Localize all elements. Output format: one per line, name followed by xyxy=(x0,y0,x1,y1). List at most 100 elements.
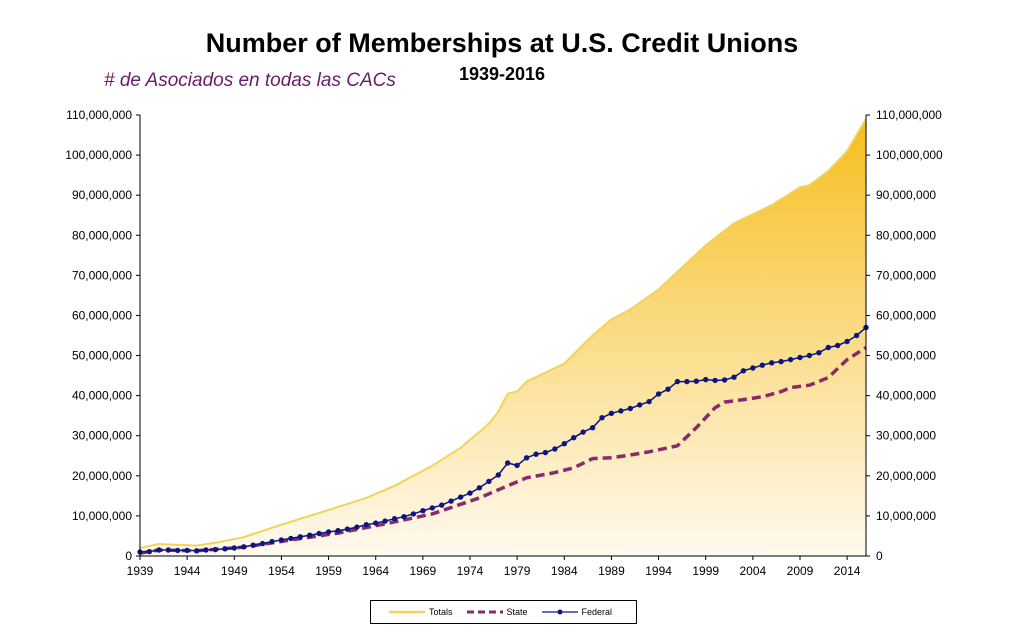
federal-point xyxy=(505,460,511,466)
federal-point xyxy=(825,344,831,351)
federal-point xyxy=(401,514,407,520)
federal-point xyxy=(853,332,860,339)
federal-point xyxy=(618,408,624,414)
x-tick-label: 1939 xyxy=(127,564,154,578)
totals-line xyxy=(139,118,867,549)
federal-point xyxy=(759,362,765,368)
federal-point xyxy=(627,405,633,412)
x-tick-label: 1964 xyxy=(362,564,389,578)
federal-point xyxy=(259,540,266,547)
federal-point xyxy=(146,548,153,555)
federal-point xyxy=(533,451,539,457)
x-tick-label: 1979 xyxy=(504,564,531,578)
federal-point xyxy=(420,508,426,514)
federal-point xyxy=(231,545,237,551)
federal-point xyxy=(580,429,586,435)
federal-point xyxy=(467,490,473,496)
federal-point xyxy=(212,546,219,553)
federal-point xyxy=(665,386,671,392)
x-tick-label: 1974 xyxy=(457,564,484,578)
federal-point xyxy=(373,520,379,526)
federal-point xyxy=(844,338,850,345)
y-tick-label-right: 80,000,000 xyxy=(876,228,936,242)
y-tick-label-left: 70,000,000 xyxy=(72,268,132,282)
federal-point xyxy=(269,538,275,545)
federal-point xyxy=(589,425,596,431)
y-tick-label-left: 90,000,000 xyxy=(72,188,132,202)
chart-subtitle: 1939-2016 xyxy=(458,64,546,84)
federal-point xyxy=(439,502,445,508)
y-tick-label-left: 10,000,000 xyxy=(72,509,132,523)
federal-point xyxy=(486,478,492,485)
y-tick-label-right: 90,000,000 xyxy=(876,188,936,202)
x-tick-label: 2009 xyxy=(787,564,814,578)
federal-point xyxy=(797,354,803,361)
y-tick-label-right: 0 xyxy=(876,549,883,563)
x-tick-label: 1949 xyxy=(221,564,248,578)
legend-label-federal: Federal xyxy=(581,607,613,617)
y-tick-label-left: 0 xyxy=(125,549,132,563)
federal-point xyxy=(571,435,577,441)
y-tick-label-left: 100,000,000 xyxy=(65,148,132,162)
federal-point xyxy=(344,526,351,532)
y-tick-label-left: 80,000,000 xyxy=(72,228,132,242)
y-tick-label-right: 110,000,000 xyxy=(876,108,942,122)
y-tick-label-right: 100,000,000 xyxy=(876,148,943,162)
federal-point xyxy=(288,535,294,542)
y-tick-label-right: 10,000,000 xyxy=(876,509,936,523)
federal-point xyxy=(410,511,417,517)
federal-point xyxy=(325,529,332,535)
federal-point xyxy=(222,546,228,552)
federal-point xyxy=(552,446,558,452)
federal-point xyxy=(703,376,709,383)
y-tick-label-right: 40,000,000 xyxy=(876,389,936,403)
x-tick-label: 1954 xyxy=(268,564,295,578)
legend-label-state: State xyxy=(506,607,528,617)
legend-item-federal: Federal xyxy=(541,607,613,617)
federal-point xyxy=(391,516,398,522)
federal-point xyxy=(307,532,313,538)
federal-point xyxy=(693,378,699,384)
federal-point xyxy=(429,505,435,511)
federal-point xyxy=(787,356,794,363)
federal-point xyxy=(354,524,360,530)
federal-point xyxy=(646,398,652,405)
y-tick-label-right: 70,000,000 xyxy=(876,268,936,282)
federal-point xyxy=(448,498,454,504)
federal-point xyxy=(561,441,567,447)
federal-point xyxy=(721,377,728,383)
federal-point xyxy=(514,462,520,469)
federal-point xyxy=(655,391,662,397)
federal-point xyxy=(316,530,322,537)
federal-point xyxy=(193,548,200,554)
federal-point xyxy=(382,518,388,524)
federal-point xyxy=(740,368,747,374)
federal-point xyxy=(184,547,190,554)
federal-point xyxy=(203,547,209,553)
y-tick-label-right: 20,000,000 xyxy=(876,469,936,483)
federal-point xyxy=(712,377,718,384)
federal-point xyxy=(750,365,756,371)
x-tick-label: 2004 xyxy=(740,564,767,578)
legend-item-state: State xyxy=(466,607,528,617)
federal-point xyxy=(363,522,369,528)
y-tick-label-left: 40,000,000 xyxy=(72,389,132,403)
federal-point xyxy=(608,410,615,416)
federal-point xyxy=(674,378,681,385)
federal-point xyxy=(495,472,501,478)
legend-label-totals: Totals xyxy=(429,607,453,617)
x-tick-label: 1999 xyxy=(692,564,719,578)
federal-point xyxy=(457,494,464,500)
chart-title: Number of Memberships at U.S. Credit Uni… xyxy=(205,28,799,58)
federal-point xyxy=(175,547,181,554)
state-line xyxy=(139,346,867,555)
federal-point xyxy=(523,455,530,461)
federal-point xyxy=(806,352,813,359)
x-tick-label: 1994 xyxy=(645,564,672,578)
y-tick-label-left: 20,000,000 xyxy=(72,469,132,483)
federal-point xyxy=(278,537,285,543)
x-tick-label: 1989 xyxy=(598,564,625,578)
legend-item-totals: Totals xyxy=(389,607,453,617)
federal-point xyxy=(599,415,605,421)
federal-point xyxy=(335,528,341,534)
